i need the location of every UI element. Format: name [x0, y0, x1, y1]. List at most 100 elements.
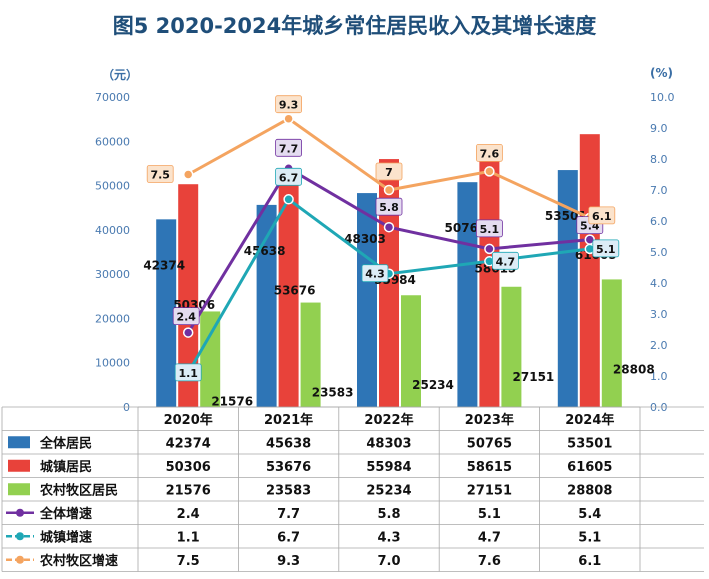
bar-value-label: 50765	[445, 221, 487, 235]
point-label-box	[475, 219, 503, 238]
line-point	[484, 243, 495, 255]
point-value-label: 7.7	[279, 142, 299, 155]
table-header-cell: 2020年	[164, 412, 213, 428]
chart-title: 图5 2020-2024年城乡常住居民收入及其增长速度	[112, 14, 597, 38]
point-value-label: 5.1	[480, 223, 500, 236]
bar-value-label: 45638	[244, 244, 286, 258]
point-value-label: 5.8	[379, 201, 399, 214]
table-cell: 5.1	[478, 507, 501, 522]
table-cell: 50306	[166, 460, 211, 475]
bar-3	[401, 295, 421, 407]
legend-swatch-bar	[8, 483, 30, 496]
right-axis-tick: 10.0	[650, 91, 675, 104]
left-axis-tick: 10000	[95, 357, 130, 370]
bar-value-label: 42374	[143, 258, 185, 272]
point-label-box	[588, 206, 616, 225]
table-cell: 9.3	[277, 554, 300, 569]
bar-2	[278, 169, 299, 407]
point-value-label: 5.1	[596, 243, 616, 256]
table-cell: 4.7	[478, 530, 501, 545]
table-cell: 7.7	[277, 507, 300, 522]
table-cell: 5.8	[377, 507, 400, 522]
table-cell: 6.7	[277, 530, 300, 545]
table-cell: 7.5	[177, 554, 200, 569]
point-label-box	[146, 165, 174, 183]
legend-label: 全体居民	[39, 435, 92, 451]
table-cell: 7.6	[478, 554, 501, 569]
bar-2	[479, 147, 500, 407]
bar-1	[457, 182, 478, 407]
right-axis-tick: 7.0	[650, 184, 668, 197]
bar-1	[256, 204, 277, 407]
table-cell: 21576	[166, 483, 211, 498]
legend-label: 城镇居民	[40, 459, 92, 475]
point-value-label: 7.5	[150, 169, 170, 182]
point-value-label: 1.1	[178, 367, 198, 380]
point-label-box	[275, 95, 303, 114]
table-cell: 42374	[166, 436, 211, 451]
legend-label: 全体增速	[39, 506, 92, 522]
point-value-label: 6.7	[279, 171, 299, 184]
point-value-label: 4.3	[365, 268, 385, 281]
right-axis-tick: 0.0	[650, 401, 668, 414]
left-axis-unit: （元）	[102, 68, 139, 82]
table-cell: 23583	[266, 483, 311, 498]
point-value-label: 7	[385, 166, 393, 179]
table-cell: 5.1	[578, 530, 601, 545]
table-cell: 1.1	[177, 530, 200, 545]
legend-label: 城镇增速	[40, 529, 92, 545]
left-axis-tick: 40000	[95, 224, 130, 237]
bar-3	[200, 311, 221, 407]
point-label-box	[475, 143, 503, 162]
bar-3	[601, 279, 622, 407]
table-cell: 27151	[467, 483, 512, 498]
point-label-box	[375, 197, 403, 216]
table-cell: 61605	[567, 460, 612, 475]
bar-2	[178, 184, 199, 407]
left-axis-tick: 0	[123, 401, 130, 414]
line-point	[383, 184, 395, 196]
table-cell: 28808	[567, 483, 612, 498]
table-cell: 53501	[567, 436, 612, 451]
point-value-label: 7.6	[480, 147, 500, 160]
table-cell: 2.4	[177, 507, 200, 522]
right-axis-tick: 2.0	[650, 339, 668, 352]
left-axis-tick: 20000	[95, 312, 130, 325]
point-label-box	[592, 239, 620, 258]
point-value-label: 6.1	[592, 210, 612, 223]
point-label-box	[275, 167, 303, 186]
table-cell: 25234	[366, 483, 411, 498]
point-label-box	[361, 264, 389, 283]
bar-value-label: 48303	[344, 232, 386, 246]
line-point	[182, 169, 194, 180]
table-cell: 4.3	[377, 530, 400, 545]
point-value-label: 4.7	[496, 255, 516, 268]
right-axis-tick: 6.0	[650, 215, 668, 228]
table-cell: 55984	[366, 460, 411, 475]
legend-swatch-marker	[16, 555, 24, 564]
bar-1	[357, 193, 377, 407]
table-header-cell: 2023年	[465, 412, 514, 428]
table-header-cell: 2021年	[264, 412, 313, 428]
point-label-box	[491, 251, 519, 270]
table-cell: 5.4	[578, 507, 601, 522]
right-axis-tick: 9.0	[650, 122, 668, 135]
left-axis-tick: 70000	[95, 91, 130, 104]
bar-value-label: 21576	[211, 394, 253, 408]
line-point	[383, 221, 395, 233]
bar-3	[501, 286, 522, 407]
left-axis-tick: 50000	[95, 180, 130, 193]
legend-label: 农村牧区增速	[39, 553, 118, 569]
right-axis-tick: 5.0	[650, 246, 668, 259]
table-cell: 7.0	[377, 554, 400, 569]
right-axis-tick: 4.0	[650, 277, 668, 290]
bar-value-label: 25234	[412, 378, 454, 392]
right-axis-tick: 3.0	[650, 308, 668, 321]
legend-swatch-marker	[16, 508, 24, 517]
bar-value-label: 53676	[274, 283, 316, 297]
point-value-label: 9.3	[279, 99, 299, 112]
legend-swatch-marker	[16, 532, 24, 541]
bar-value-label: 27151	[513, 370, 555, 384]
point-value-label: 2.4	[176, 311, 196, 324]
point-label-box	[172, 307, 200, 326]
